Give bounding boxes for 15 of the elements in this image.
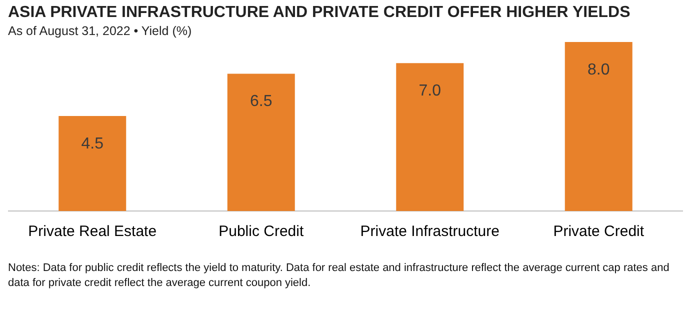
text: Notes: Data for public credit reflects the yield to maturity. Data for real estate and infrastructure reflect the average current cap rates and data for private credit reflect the average current coupon yield. [8, 261, 670, 291]
chart-title: ASIA PRIVATE INFRASTRUCTURE AND PRIVATE CREDIT OFFER HIGHER YIELDS [8, 4, 632, 22]
data-label: 7.0 [418, 82, 442, 100]
data-label: 8.0 [588, 61, 610, 78]
bar [227, 74, 295, 211]
bar [564, 42, 632, 211]
bar [58, 116, 126, 211]
bar [396, 63, 464, 211]
x-tick-label: Private Credit [553, 223, 645, 240]
data-label: 6.5 [250, 93, 272, 110]
x-tick-label: Private Real Estate [28, 223, 157, 240]
chart-subtitle: As of August 31, 2022 • Yield (%) [8, 24, 193, 38]
x-tick-label: Private Infrastructure [360, 223, 500, 240]
data-label: 4.5 [81, 135, 104, 152]
x-tick-label: Public Credit [218, 223, 304, 240]
